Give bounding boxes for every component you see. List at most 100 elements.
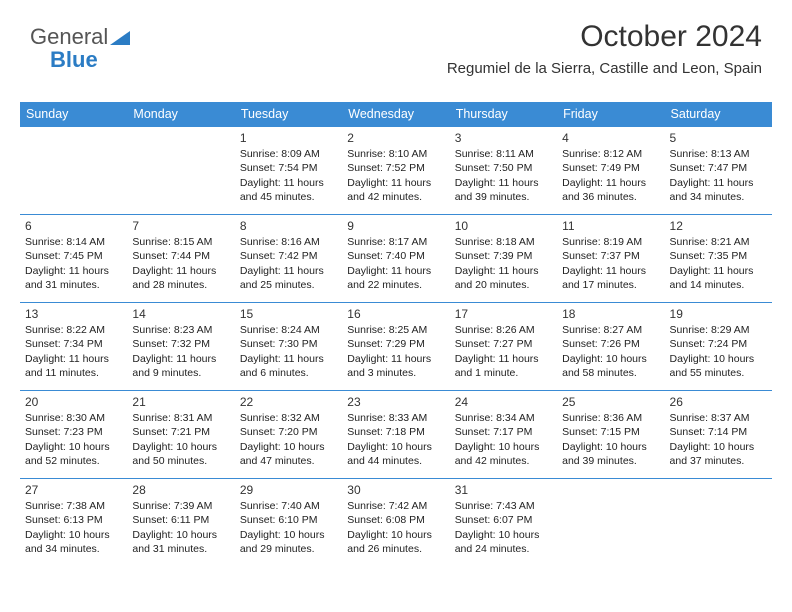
sunrise-text: Sunrise: 8:17 AM [347, 235, 444, 249]
daylight-text: Daylight: 10 hours [240, 440, 337, 454]
day-number: 21 [132, 394, 229, 410]
sunrise-text: Sunrise: 8:36 AM [562, 411, 659, 425]
daylight-text: and 44 minutes. [347, 454, 444, 468]
day-number: 2 [347, 130, 444, 146]
calendar-day-cell: 30Sunrise: 7:42 AMSunset: 6:08 PMDayligh… [342, 479, 449, 567]
daylight-text: and 25 minutes. [240, 278, 337, 292]
logo-text-1: General [30, 24, 108, 49]
day-number: 16 [347, 306, 444, 322]
title-block: October 2024 Regumiel de la Sierra, Cast… [447, 20, 762, 77]
sunset-text: Sunset: 7:20 PM [240, 425, 337, 439]
daylight-text: and 28 minutes. [132, 278, 229, 292]
calendar-day-cell: 8Sunrise: 8:16 AMSunset: 7:42 PMDaylight… [235, 215, 342, 303]
daylight-text: Daylight: 10 hours [455, 440, 552, 454]
day-number: 31 [455, 482, 552, 498]
calendar-day-cell: 29Sunrise: 7:40 AMSunset: 6:10 PMDayligh… [235, 479, 342, 567]
sunrise-text: Sunrise: 8:14 AM [25, 235, 122, 249]
calendar-table: Sunday Monday Tuesday Wednesday Thursday… [20, 102, 772, 567]
sunrise-text: Sunrise: 8:30 AM [25, 411, 122, 425]
daylight-text: and 47 minutes. [240, 454, 337, 468]
sunset-text: Sunset: 7:30 PM [240, 337, 337, 351]
day-number: 9 [347, 218, 444, 234]
weekday-header-row: Sunday Monday Tuesday Wednesday Thursday… [20, 102, 772, 127]
daylight-text: and 22 minutes. [347, 278, 444, 292]
sunrise-text: Sunrise: 8:25 AM [347, 323, 444, 337]
sunset-text: Sunset: 7:49 PM [562, 161, 659, 175]
calendar-week-row: 27Sunrise: 7:38 AMSunset: 6:13 PMDayligh… [20, 479, 772, 567]
calendar-day-cell: 5Sunrise: 8:13 AMSunset: 7:47 PMDaylight… [665, 127, 772, 215]
day-number: 11 [562, 218, 659, 234]
daylight-text: Daylight: 11 hours [455, 352, 552, 366]
day-number: 29 [240, 482, 337, 498]
day-number: 15 [240, 306, 337, 322]
sunrise-text: Sunrise: 8:27 AM [562, 323, 659, 337]
daylight-text: and 52 minutes. [25, 454, 122, 468]
daylight-text: Daylight: 11 hours [670, 176, 767, 190]
calendar-day-cell: 20Sunrise: 8:30 AMSunset: 7:23 PMDayligh… [20, 391, 127, 479]
sunrise-text: Sunrise: 8:09 AM [240, 147, 337, 161]
day-number: 7 [132, 218, 229, 234]
day-number: 26 [670, 394, 767, 410]
day-number: 6 [25, 218, 122, 234]
calendar-day-cell: 23Sunrise: 8:33 AMSunset: 7:18 PMDayligh… [342, 391, 449, 479]
sunset-text: Sunset: 7:17 PM [455, 425, 552, 439]
calendar-day-cell: 10Sunrise: 8:18 AMSunset: 7:39 PMDayligh… [450, 215, 557, 303]
sunset-text: Sunset: 6:08 PM [347, 513, 444, 527]
logo-triangle-icon [110, 25, 130, 51]
daylight-text: Daylight: 10 hours [132, 528, 229, 542]
sunrise-text: Sunrise: 8:10 AM [347, 147, 444, 161]
day-number: 17 [455, 306, 552, 322]
daylight-text: and 45 minutes. [240, 190, 337, 204]
calendar-day-cell: 26Sunrise: 8:37 AMSunset: 7:14 PMDayligh… [665, 391, 772, 479]
sunrise-text: Sunrise: 8:29 AM [670, 323, 767, 337]
daylight-text: Daylight: 10 hours [562, 352, 659, 366]
sunset-text: Sunset: 7:34 PM [25, 337, 122, 351]
daylight-text: and 58 minutes. [562, 366, 659, 380]
calendar-day-cell: 1Sunrise: 8:09 AMSunset: 7:54 PMDaylight… [235, 127, 342, 215]
calendar-day-cell: 24Sunrise: 8:34 AMSunset: 7:17 PMDayligh… [450, 391, 557, 479]
sunset-text: Sunset: 7:47 PM [670, 161, 767, 175]
day-number: 19 [670, 306, 767, 322]
weekday-header: Thursday [450, 102, 557, 127]
daylight-text: and 3 minutes. [347, 366, 444, 380]
sunrise-text: Sunrise: 8:34 AM [455, 411, 552, 425]
sunrise-text: Sunrise: 7:43 AM [455, 499, 552, 513]
daylight-text: Daylight: 11 hours [240, 264, 337, 278]
sunset-text: Sunset: 7:45 PM [25, 249, 122, 263]
calendar-day-cell [127, 127, 234, 215]
calendar-day-cell: 3Sunrise: 8:11 AMSunset: 7:50 PMDaylight… [450, 127, 557, 215]
sunrise-text: Sunrise: 7:39 AM [132, 499, 229, 513]
calendar-day-cell: 15Sunrise: 8:24 AMSunset: 7:30 PMDayligh… [235, 303, 342, 391]
sunrise-text: Sunrise: 8:21 AM [670, 235, 767, 249]
sunrise-text: Sunrise: 8:15 AM [132, 235, 229, 249]
calendar-day-cell: 27Sunrise: 7:38 AMSunset: 6:13 PMDayligh… [20, 479, 127, 567]
sunset-text: Sunset: 7:18 PM [347, 425, 444, 439]
sunset-text: Sunset: 7:21 PM [132, 425, 229, 439]
day-number: 22 [240, 394, 337, 410]
sunset-text: Sunset: 7:37 PM [562, 249, 659, 263]
daylight-text: Daylight: 10 hours [347, 528, 444, 542]
month-title: October 2024 [447, 20, 762, 54]
daylight-text: Daylight: 11 hours [347, 352, 444, 366]
daylight-text: and 24 minutes. [455, 542, 552, 556]
calendar-day-cell: 7Sunrise: 8:15 AMSunset: 7:44 PMDaylight… [127, 215, 234, 303]
calendar-day-cell: 22Sunrise: 8:32 AMSunset: 7:20 PMDayligh… [235, 391, 342, 479]
sunrise-text: Sunrise: 8:26 AM [455, 323, 552, 337]
calendar-day-cell: 11Sunrise: 8:19 AMSunset: 7:37 PMDayligh… [557, 215, 664, 303]
sunrise-text: Sunrise: 8:37 AM [670, 411, 767, 425]
location-subtitle: Regumiel de la Sierra, Castille and Leon… [447, 60, 762, 77]
day-number: 13 [25, 306, 122, 322]
day-number: 24 [455, 394, 552, 410]
sunset-text: Sunset: 7:29 PM [347, 337, 444, 351]
sunset-text: Sunset: 7:24 PM [670, 337, 767, 351]
daylight-text: Daylight: 10 hours [347, 440, 444, 454]
daylight-text: Daylight: 10 hours [240, 528, 337, 542]
day-number: 5 [670, 130, 767, 146]
daylight-text: and 50 minutes. [132, 454, 229, 468]
sunrise-text: Sunrise: 7:40 AM [240, 499, 337, 513]
calendar-week-row: 1Sunrise: 8:09 AMSunset: 7:54 PMDaylight… [20, 127, 772, 215]
calendar-day-cell: 25Sunrise: 8:36 AMSunset: 7:15 PMDayligh… [557, 391, 664, 479]
sunrise-text: Sunrise: 7:38 AM [25, 499, 122, 513]
daylight-text: Daylight: 11 hours [132, 264, 229, 278]
calendar-day-cell: 28Sunrise: 7:39 AMSunset: 6:11 PMDayligh… [127, 479, 234, 567]
